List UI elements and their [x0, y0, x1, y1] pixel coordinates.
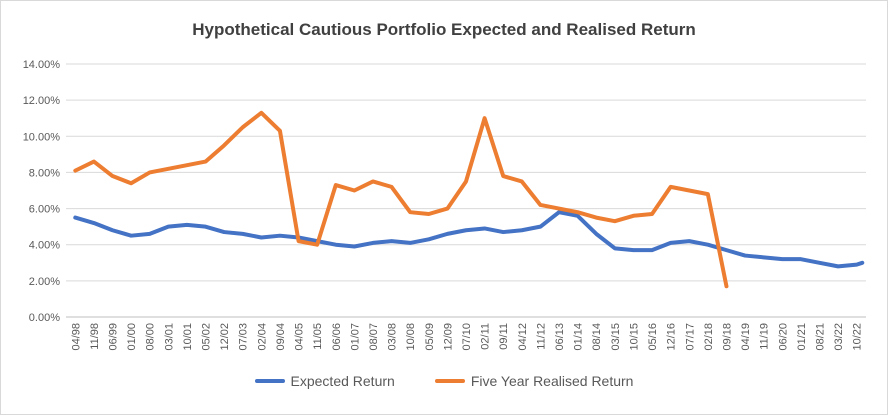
y-tick-label: 12.00%	[23, 95, 61, 107]
x-tick-label: 10/08	[405, 323, 417, 351]
y-tick-label: 14.00%	[23, 59, 61, 71]
x-tick-label: 01/14	[573, 323, 585, 351]
x-tick-label: 03/22	[833, 323, 845, 351]
x-tick-label: 02/18	[703, 323, 715, 351]
x-tick-label: 06/20	[777, 323, 789, 351]
legend-swatch-realised	[434, 379, 465, 383]
chart-legend: Expected Return Five Year Realised Retur…	[0, 373, 888, 389]
x-tick-label: 04/12	[517, 323, 529, 351]
x-tick-label: 12/09	[442, 323, 454, 351]
x-tick-label: 02/11	[480, 323, 492, 350]
x-tick-label: 12/02	[219, 323, 231, 351]
y-tick-label: 8.00%	[29, 167, 60, 179]
x-tick-label: 09/11	[498, 323, 510, 350]
x-tick-label: 01/21	[796, 323, 808, 351]
x-tick-label: 03/08	[387, 323, 399, 351]
x-tick-label: 11/12	[535, 323, 547, 350]
y-tick-label: 6.00%	[29, 204, 60, 216]
legend-swatch-expected	[254, 379, 285, 383]
x-tick-label: 04/19	[740, 323, 752, 351]
y-tick-label: 4.00%	[29, 240, 60, 252]
x-tick-label: 07/03	[238, 323, 250, 351]
x-tick-label: 04/98	[70, 323, 82, 351]
y-tick-label: 0.00%	[29, 312, 60, 324]
x-tick-label: 06/99	[108, 323, 120, 351]
x-tick-label: 09/18	[721, 323, 733, 351]
x-tick-label: 11/05	[312, 323, 324, 350]
legend-label-expected: Expected Return	[290, 373, 395, 389]
series-line-realised	[73, 110, 729, 289]
x-tick-label: 08/00	[145, 323, 157, 351]
y-tick-label: 2.00%	[29, 276, 60, 288]
x-tick-label: 08/14	[591, 323, 603, 351]
x-tick-label: 12/16	[666, 323, 678, 351]
x-tick-label: 01/00	[126, 323, 138, 351]
x-tick-label: 03/01	[163, 323, 175, 351]
x-tick-label: 11/19	[759, 323, 771, 350]
y-tick-label: 10.00%	[23, 131, 61, 143]
x-tick-label: 06/06	[331, 323, 343, 351]
x-tick-label: 08/21	[814, 323, 826, 351]
x-tick-label: 07/17	[684, 323, 696, 351]
x-tick-label: 06/13	[554, 323, 566, 351]
x-tick-label: 05/16	[647, 323, 659, 351]
x-tick-label: 10/22	[852, 323, 864, 351]
x-tick-label: 05/02	[201, 323, 213, 351]
series-line-expected	[73, 210, 865, 269]
legend-item-expected: Expected Return	[254, 373, 395, 389]
legend-label-realised: Five Year Realised Return	[470, 373, 634, 389]
x-tick-label: 02/04	[256, 323, 268, 351]
x-tick-label: 01/07	[349, 323, 361, 351]
x-tick-label: 10/01	[182, 323, 194, 351]
x-tick-label: 07/10	[461, 323, 473, 351]
x-tick-label: 05/09	[424, 323, 436, 351]
x-tick-label: 08/07	[368, 323, 380, 351]
x-tick-label: 03/15	[610, 323, 622, 351]
x-tick-label: 10/15	[628, 323, 640, 351]
x-tick-label: 04/05	[294, 323, 306, 351]
chart-title: Hypothetical Cautious Portfolio Expected…	[192, 20, 696, 39]
x-tick-label: 09/04	[275, 323, 287, 351]
legend-item-realised: Five Year Realised Return	[434, 373, 634, 389]
x-tick-label: 11/98	[89, 323, 101, 350]
